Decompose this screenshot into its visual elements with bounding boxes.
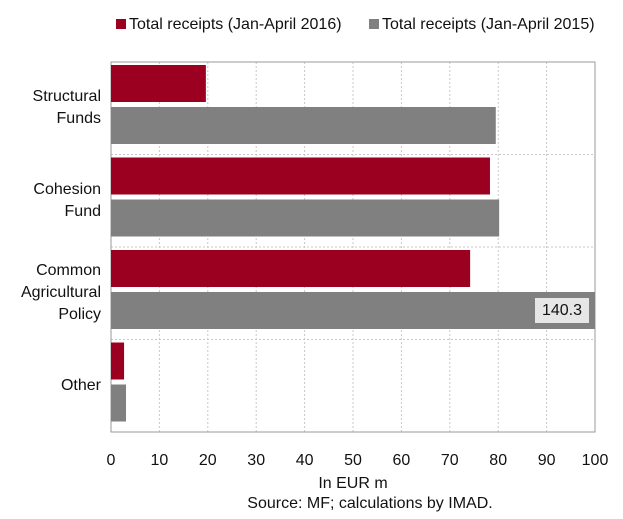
bar	[111, 292, 595, 329]
value-label-box	[535, 298, 589, 323]
x-tick-label: 90	[538, 452, 556, 469]
legend-swatch	[369, 19, 379, 29]
bar	[111, 384, 127, 422]
legend-label: Total receipts (Jan-April 2015)	[382, 16, 595, 33]
bar	[111, 107, 496, 144]
x-tick-label: 70	[441, 452, 459, 469]
category-label: Other	[60, 376, 101, 394]
bars	[111, 65, 595, 422]
legend-label: Total receipts (Jan-April 2016)	[129, 16, 342, 33]
category-label: Structural Funds	[32, 88, 101, 128]
category-label: Cohesion Fund	[33, 180, 101, 220]
legend-swatch	[116, 19, 126, 29]
x-tick-label: 40	[296, 452, 314, 469]
bar	[111, 157, 490, 195]
x-tick-label: 0	[107, 452, 116, 469]
x-tick-label: 100	[582, 452, 609, 469]
bar	[111, 199, 500, 237]
x-tick-label: 20	[199, 452, 217, 469]
plot-frame	[110, 61, 596, 433]
bar	[111, 65, 206, 102]
x-tick-label: 30	[247, 452, 265, 469]
bar	[111, 342, 125, 380]
source: Source: MF; calculations by IMAD.	[247, 495, 492, 512]
bar	[111, 250, 471, 287]
x-tick-label: 50	[344, 452, 362, 469]
x-tick-label: 80	[489, 452, 507, 469]
x-tick-label: 10	[151, 452, 169, 469]
value-label: 140.3	[542, 302, 582, 319]
category-label: Common Agricultural Policy	[20, 262, 101, 324]
x-axis-title: In EUR m	[318, 475, 387, 492]
x-tick-label: 60	[393, 452, 411, 469]
